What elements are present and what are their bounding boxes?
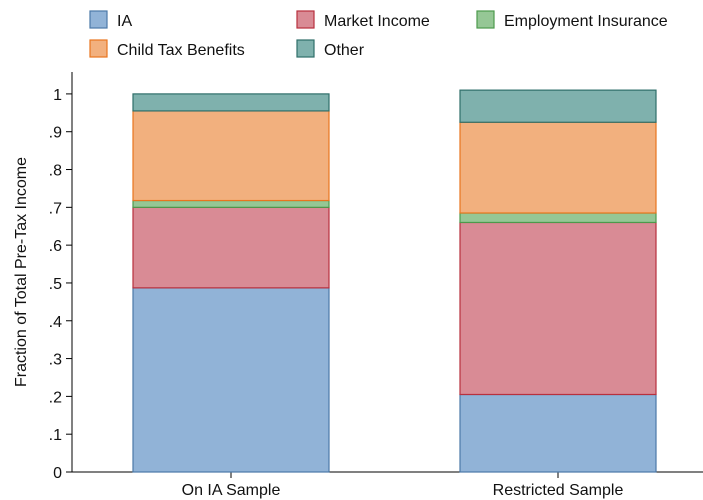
bar-segment-other — [459, 89, 657, 123]
bar-segment-employment-insurance — [459, 212, 657, 224]
bar-segment-market-income — [132, 206, 330, 289]
legend-swatch — [296, 10, 315, 29]
legend-item: Child Tax Benefits — [89, 39, 245, 59]
legend-label: Employment Insurance — [504, 13, 668, 30]
bar-segment-child-tax-benefits — [459, 121, 657, 214]
bar-segment-ia — [132, 287, 330, 473]
y-tick-label: .5 — [49, 276, 62, 293]
y-axis: 0 .1 .2 .3 .4 .5 .6 .7 .8 .9 1 — [49, 72, 73, 482]
legend-label: Market Income — [324, 13, 430, 30]
y-tick-label: .6 — [49, 238, 62, 255]
y-tick-label: 1 — [53, 87, 62, 104]
y-tick-label: .3 — [49, 352, 62, 369]
legend-label: Child Tax Benefits — [117, 42, 245, 59]
bar-segment-market-income — [459, 221, 657, 396]
legend-item: IA — [89, 10, 132, 30]
legend-swatch — [476, 10, 495, 29]
legend-swatch — [89, 39, 108, 58]
bar-stack — [132, 93, 330, 473]
y-tick-label: .7 — [49, 200, 62, 217]
x-axis: On IA Sample Restricted Sample — [72, 471, 703, 499]
legend-label: IA — [117, 13, 132, 30]
legend-item: Other — [296, 39, 365, 59]
y-axis-title: Fraction of Total Pre-Tax Income — [13, 157, 30, 387]
y-tick-label: 0 — [53, 465, 62, 482]
legend-item: Employment Insurance — [476, 10, 668, 30]
bar-segment-other — [132, 93, 330, 112]
x-tick-label: On IA Sample — [182, 482, 281, 499]
y-tick-label: .1 — [49, 427, 62, 444]
y-tick-label: .9 — [49, 125, 62, 142]
legend-item: Market Income — [296, 10, 430, 30]
bars — [132, 89, 657, 473]
legend-swatch — [296, 39, 315, 58]
bar-segment-ia — [459, 393, 657, 473]
y-tick-label: .2 — [49, 389, 62, 406]
x-tick-label: Restricted Sample — [493, 482, 624, 499]
y-tick-label: .8 — [49, 163, 62, 180]
y-tick-label: .4 — [49, 314, 62, 331]
bar-segment-child-tax-benefits — [132, 110, 330, 202]
legend-swatch — [89, 10, 108, 29]
bar-segment-employment-insurance — [132, 199, 330, 208]
bar-stack — [459, 89, 657, 473]
legend: IA Market Income Employment Insurance Child… — [89, 10, 668, 59]
legend-label: Other — [324, 42, 365, 59]
